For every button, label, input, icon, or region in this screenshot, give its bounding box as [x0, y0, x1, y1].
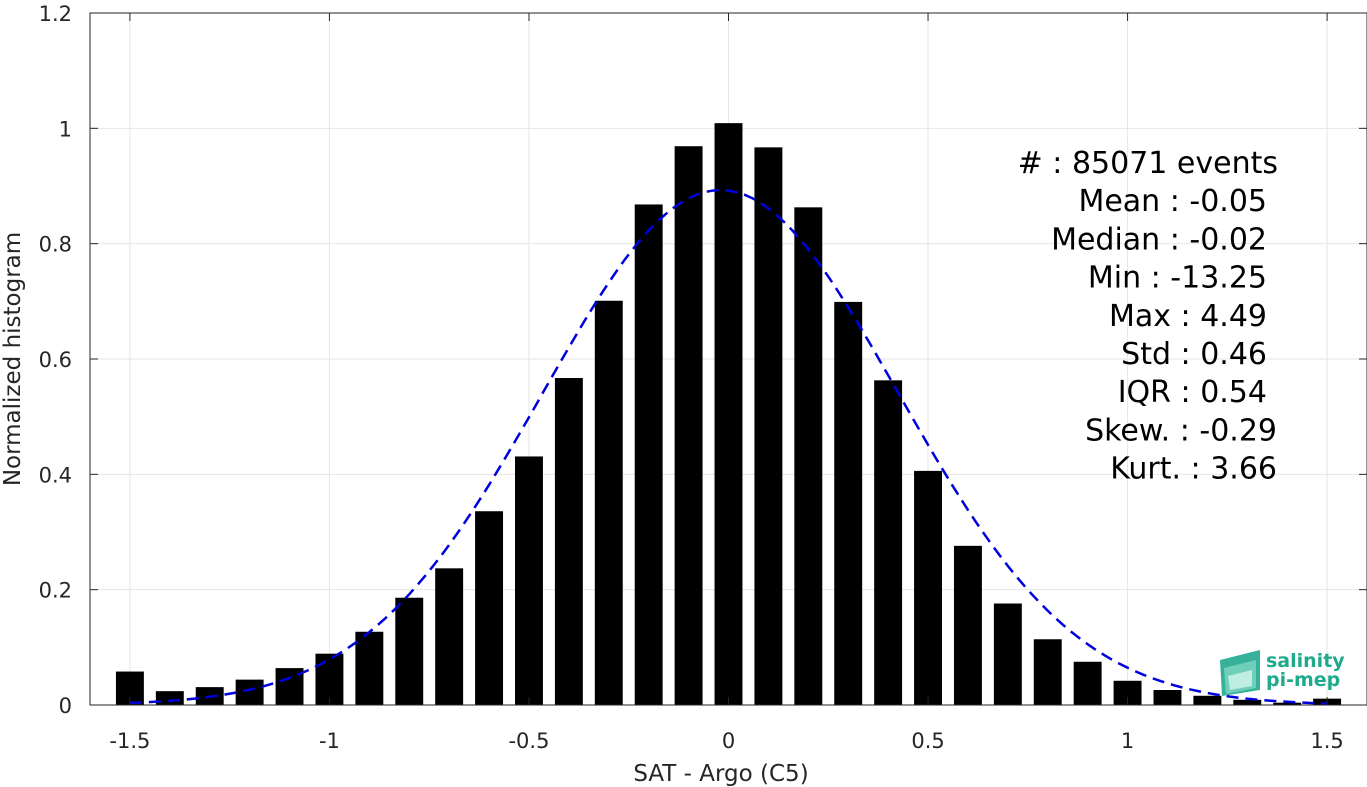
y-tick-label: 0 — [59, 694, 72, 718]
y-tick-label: 0.8 — [39, 233, 72, 257]
x-tick-label: 0.5 — [911, 729, 944, 753]
histogram-bar — [674, 146, 703, 705]
histogram-bar — [874, 380, 903, 705]
stats-line: Max : 4.49 — [1109, 299, 1267, 334]
bars — [115, 123, 1342, 706]
histogram-bar — [953, 545, 982, 705]
salinity-pi-mep-logo: salinity pi-mep — [1220, 650, 1345, 696]
histogram-bar — [515, 456, 543, 705]
histogram-bar — [435, 568, 464, 705]
stats-line: IQR : 0.54 — [1118, 375, 1267, 410]
histogram-bar — [754, 147, 783, 705]
stats-line: Median : -0.02 — [1051, 222, 1267, 257]
histogram-bar — [714, 123, 743, 706]
histogram-bar — [235, 679, 264, 705]
x-tick-labels: -1.5 -1 -0.5 0 0.5 1 1.5 — [109, 729, 1343, 753]
histogram-bar — [594, 300, 623, 705]
histogram-bar — [794, 207, 823, 705]
y-tick-label: 1.2 — [39, 2, 72, 26]
stats-line: Kurt. : 3.66 — [1110, 452, 1277, 487]
x-tick-label: 1.5 — [1310, 729, 1343, 753]
x-tick-label: -1 — [319, 729, 340, 753]
histogram-bar — [834, 301, 863, 705]
histogram-bar — [1033, 639, 1062, 705]
histogram-bar — [914, 470, 942, 705]
ticks — [90, 12, 1367, 706]
gaussian-fit-line — [129, 188, 1328, 705]
stats-line: Skew. : -0.29 — [1085, 413, 1277, 448]
x-tick-label: -1.5 — [109, 729, 150, 753]
histogram-bar — [395, 597, 424, 705]
histogram-bar — [1153, 690, 1182, 705]
y-tick-labels: 0 0.2 0.4 0.6 0.8 1 1.2 — [39, 2, 72, 718]
histogram-bar — [634, 204, 663, 705]
histogram-bar — [1233, 699, 1262, 705]
histogram-bar — [1273, 702, 1302, 705]
x-axis-label: SAT - Argo (C5) — [633, 761, 808, 787]
histogram-bar — [1073, 661, 1102, 705]
y-tick-label: 0.4 — [39, 463, 72, 487]
histogram-bar — [554, 378, 583, 705]
logo-wave-icon — [1220, 650, 1260, 696]
stats-line: # : 85071 events — [1018, 146, 1278, 181]
histogram-bar — [155, 691, 184, 705]
histogram-bar — [315, 653, 344, 705]
logo-line-2: pi-mep — [1266, 669, 1340, 691]
y-axis-label: Normalized histogram — [0, 232, 26, 486]
x-tick-label: 1 — [1121, 729, 1134, 753]
y-tick-label: 1 — [59, 117, 72, 141]
x-tick-label: 0 — [722, 729, 735, 753]
histogram-bar — [355, 631, 384, 705]
logo-line-1: salinity — [1266, 650, 1345, 672]
stats-line: Mean : -0.05 — [1078, 184, 1267, 219]
histogram-bar — [993, 603, 1022, 705]
stats-line: Min : -13.25 — [1088, 261, 1267, 296]
x-tick-label: -0.5 — [508, 729, 549, 753]
histogram-bar — [1193, 695, 1222, 705]
histogram-bar — [475, 511, 504, 705]
y-tick-label: 0.6 — [39, 348, 72, 372]
y-tick-label: 0.2 — [39, 579, 72, 603]
stats-line: Std : 0.46 — [1121, 337, 1267, 372]
